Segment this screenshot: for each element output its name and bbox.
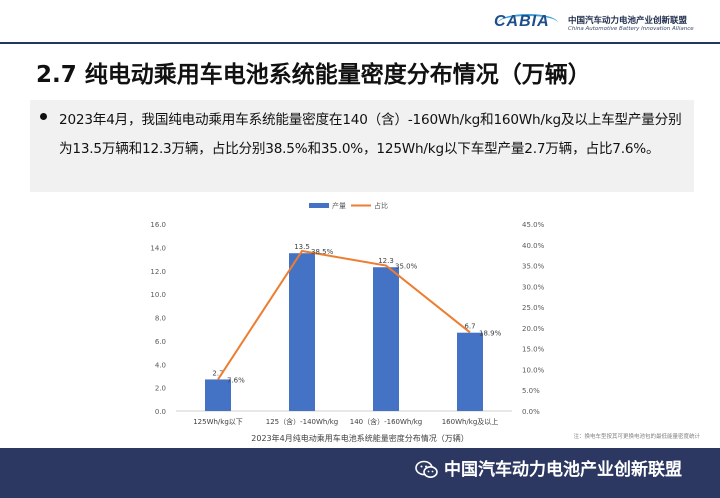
bullet-dot bbox=[40, 113, 47, 120]
bar bbox=[373, 267, 399, 411]
line-data-label: 18.9% bbox=[479, 329, 502, 337]
wechat-icon bbox=[415, 460, 438, 478]
slide-title: 2.7 纯电动乘用车电池系统能量密度分布情况（万辆） bbox=[36, 62, 591, 88]
bar bbox=[457, 332, 483, 411]
footer-text: 中国汽车动力电池产业创新联盟 bbox=[444, 460, 682, 480]
y-left-tick-label: 16.0 bbox=[150, 221, 166, 229]
y-right-tick-label: 20.0% bbox=[522, 325, 545, 333]
chart-title: 2023年4月纯电动乘用车电池系统能量密度分布情况（万辆） bbox=[251, 433, 468, 443]
y-left-tick-label: 0.0 bbox=[155, 408, 166, 416]
y-right-tick-label: 15.0% bbox=[522, 346, 545, 354]
footer-bar bbox=[0, 448, 720, 498]
bar-data-label: 13.5 bbox=[294, 243, 310, 251]
line-data-label: 38.5% bbox=[311, 248, 334, 256]
line-data-label: 35.0% bbox=[395, 263, 418, 271]
x-tick-label: 125Wh/kg以下 bbox=[193, 418, 243, 426]
bar bbox=[205, 379, 231, 411]
org-name-en: China Automotive Battery Innovation Alli… bbox=[568, 26, 694, 32]
y-left-tick-label: 14.0 bbox=[150, 244, 166, 252]
cabia-logo: CABIA bbox=[494, 12, 564, 34]
y-right-tick-label: 5.0% bbox=[522, 387, 540, 395]
y-left-tick-label: 4.0 bbox=[155, 361, 166, 369]
chart-note: 注：换电车型按其可更换电池包的最低能量密度统计 bbox=[573, 432, 700, 440]
legend-label-bar: 产量 bbox=[332, 201, 346, 210]
bar-data-label: 2.7 bbox=[212, 369, 223, 377]
bar-data-label: 12.3 bbox=[378, 257, 394, 265]
x-tick-label: 140（含）-160Wh/kg bbox=[350, 417, 422, 426]
y-right-tick-label: 30.0% bbox=[522, 283, 545, 291]
y-right-tick-label: 40.0% bbox=[522, 242, 545, 250]
logo-text: CABIA bbox=[494, 13, 550, 30]
y-left-tick-label: 12.0 bbox=[150, 268, 166, 276]
logo-swoosh bbox=[498, 14, 558, 32]
x-tick-label: 125（含）-140Wh/kg bbox=[266, 417, 338, 426]
org-name-cn: 中国汽车动力电池产业创新联盟 bbox=[568, 16, 688, 26]
header-bar: CABIA 中国汽车动力电池产业创新联盟 China Automotive Ba… bbox=[0, 0, 720, 42]
y-right-tick-label: 45.0% bbox=[522, 221, 545, 229]
legend-swatch-bar bbox=[309, 203, 329, 208]
y-left-tick-label: 8.0 bbox=[155, 315, 166, 323]
bar-data-label: 6.7 bbox=[464, 323, 475, 331]
y-right-tick-label: 25.0% bbox=[522, 304, 545, 312]
y-left-tick-label: 2.0 bbox=[155, 385, 166, 393]
y-left-tick-label: 6.0 bbox=[155, 338, 166, 346]
header-divider bbox=[0, 42, 720, 44]
x-tick-label: 160Wh/kg及以上 bbox=[442, 417, 499, 426]
y-right-tick-label: 35.0% bbox=[522, 263, 545, 271]
share-line bbox=[217, 249, 471, 380]
y-right-tick-label: 10.0% bbox=[522, 366, 545, 374]
line-data-label: 7.6% bbox=[227, 376, 245, 384]
bar bbox=[289, 253, 315, 411]
legend-label-line: 占比 bbox=[374, 201, 388, 210]
y-left-tick-label: 10.0 bbox=[150, 291, 166, 299]
y-right-tick-label: 0.0% bbox=[522, 408, 540, 416]
summary-text: 2023年4月，我国纯电动乘用车系统能量密度在140（含）-160Wh/kg和1… bbox=[59, 112, 682, 157]
summary-box bbox=[30, 100, 694, 192]
